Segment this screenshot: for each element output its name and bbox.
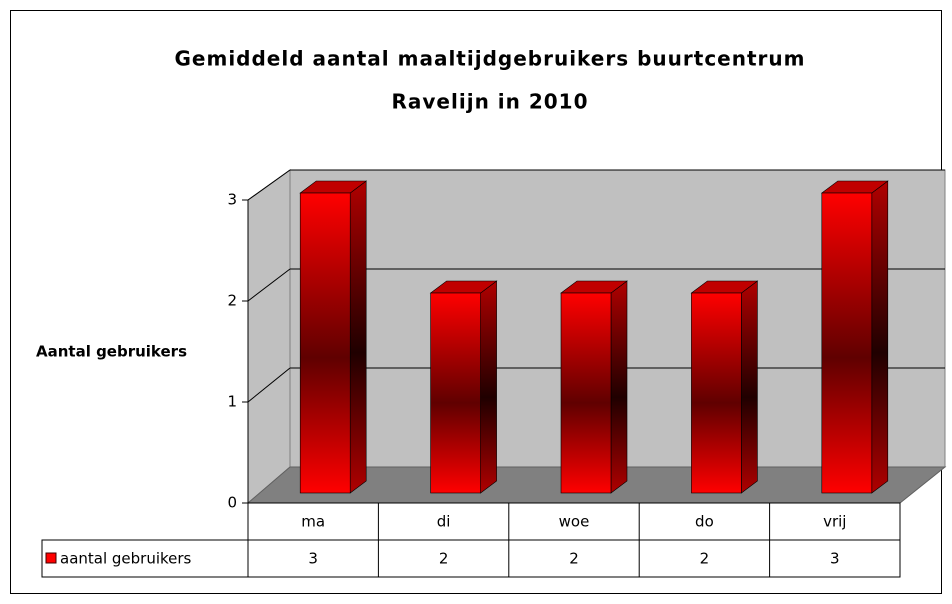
bar <box>299 192 351 494</box>
legend-label: aantal gebruikers <box>60 550 192 568</box>
bar-side <box>871 180 889 494</box>
side-wall <box>247 169 291 505</box>
grid-line <box>247 268 291 302</box>
x-tick-label: di <box>437 513 451 531</box>
table-value: 3 <box>830 550 840 568</box>
table-value: 2 <box>439 550 449 568</box>
y-tick-label: 2 <box>227 292 237 310</box>
bar <box>691 292 742 494</box>
grid-line <box>247 367 291 403</box>
bar-side <box>349 180 367 494</box>
grid-line <box>247 169 291 201</box>
chart-title: Ravelijn in 2010 <box>392 90 589 114</box>
bar <box>821 192 873 494</box>
bar-side <box>741 280 758 494</box>
x-tick-label: vrij <box>823 513 846 531</box>
table-value: 2 <box>700 550 710 568</box>
y-axis-label: Aantal gebruikers <box>36 343 187 361</box>
table-value: 3 <box>308 550 318 568</box>
bar-side <box>610 280 628 494</box>
bar <box>430 292 481 494</box>
table-value: 2 <box>569 550 579 568</box>
y-tick-label: 1 <box>227 393 237 411</box>
table-row <box>41 539 901 578</box>
legend-key <box>45 552 57 564</box>
x-tick-label: do <box>695 513 714 531</box>
x-tick-label: woe <box>559 513 590 531</box>
y-tick-label: 3 <box>227 191 237 209</box>
y-tick-label: 0 <box>227 494 237 512</box>
x-tick-label: ma <box>301 513 325 531</box>
chart-title: Gemiddeld aantal maaltijdgebruikers buur… <box>175 47 806 71</box>
bar <box>560 292 612 494</box>
bar-side <box>480 280 497 494</box>
